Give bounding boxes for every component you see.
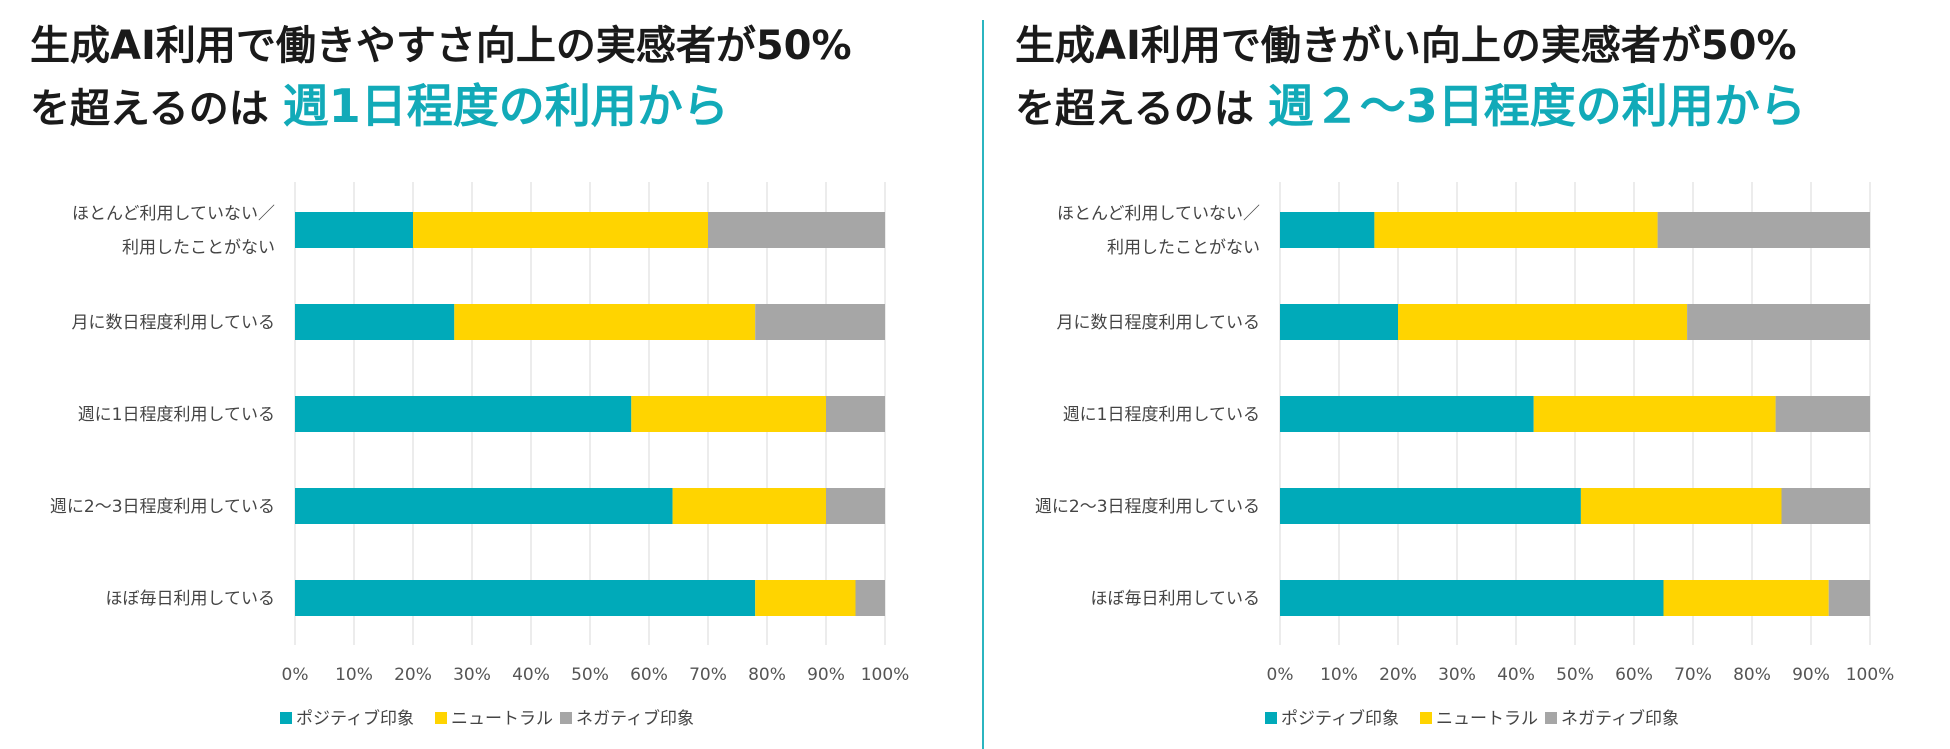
x-tick-label: 100% [1846,665,1895,685]
bar-segment-negative [826,396,885,432]
category-label: 週に2〜3日程度利用している [1035,497,1260,517]
bar-segment-negative [826,488,885,524]
legend-label: ポジティブ印象 [296,708,414,729]
chart-title: 生成AI利用で働きやすさ向上の実感者が50% を超えるのは 週1日程度の利用から [30,16,852,139]
bar-segment-positive [1280,396,1534,432]
bar-segment-positive [295,580,756,616]
x-tick-label: 70% [1674,665,1712,685]
bar-segment-negative [1775,396,1870,432]
legend-label: ネガティブ印象 [1561,708,1679,729]
bar-segment-neutral [631,396,826,432]
x-tick-label: 0% [1267,665,1294,685]
legend-swatch-neutral [1420,712,1432,724]
x-tick-label: 90% [1792,665,1830,685]
title-line2: を超えるのは 週1日程度の利用から [30,76,852,139]
category-label: 月に数日程度利用している [1057,313,1261,333]
bar-segment-negative [1657,212,1870,248]
x-tick-label: 70% [689,665,727,685]
legend-label: ポジティブ印象 [1281,708,1399,729]
bar-segment-positive [1280,580,1664,616]
bar-segment-neutral [1374,212,1658,248]
bar-segment-negative [1781,488,1870,524]
bar-segment-neutral [755,580,856,616]
bar-segment-negative [855,580,885,616]
category-label: ほとんど利用していない／利用したことがない [72,204,275,258]
category-label: ほぼ毎日利用している [106,589,276,609]
bar-segment-positive [295,396,632,432]
x-tick-label: 0% [282,665,309,685]
x-tick-label: 30% [1438,665,1476,685]
bar-segment-positive [1280,304,1398,340]
x-tick-label: 50% [571,665,609,685]
x-tick-label: 20% [394,665,432,685]
x-tick-label: 30% [453,665,491,685]
legend-label: ネガティブ印象 [576,708,694,729]
title-line2-prefix: を超えるのは [1015,86,1254,132]
bar-segment-neutral [454,304,756,340]
bar-segment-neutral [672,488,826,524]
bar-segment-negative [1687,304,1870,340]
title-line1: 生成AI利用で働きやすさ向上の実感者が50% [30,23,852,69]
category-label: 週に1日程度利用している [78,405,275,425]
category-label: 週に2〜3日程度利用している [50,497,275,517]
chart-panel-right: 生成AI利用で働きがい向上の実感者が50% を超えるのは 週２〜3日程度の利用か… [985,0,1950,749]
legend-swatch-positive [280,712,292,724]
title-line1: 生成AI利用で働きがい向上の実感者が50% [1015,23,1797,69]
x-tick-label: 40% [512,665,550,685]
bar-segment-negative [708,212,885,248]
legend-label: ニュートラル [1436,709,1538,729]
bar-segment-neutral [1533,396,1776,432]
x-tick-label: 90% [807,665,845,685]
bar-segment-neutral [1398,304,1688,340]
bar-segment-positive [295,212,413,248]
bar-segment-negative [755,304,885,340]
stacked-bar-chart: 0% 10% 20% 30% 40% 50% 60% 70% 80% 90% 100% ほとんど利用し… [1035,182,1895,729]
x-tick-label: 80% [1733,665,1771,685]
x-tick-label: 20% [1379,665,1417,685]
legend-swatch-negative [1545,712,1557,724]
stacked-bar-chart: 0% 10% 20% 30% 40% 50% 60% 70% 80% 90% 100% ほとんど利用し… [50,182,910,729]
panel-divider [982,20,984,749]
category-label: 月に数日程度利用している [72,313,276,333]
title-highlight: 週２〜3日程度の利用から [1267,79,1806,133]
x-tick-label: 100% [861,665,910,685]
x-tick-label: 60% [630,665,668,685]
x-tick-label: 50% [1556,665,1594,685]
bar-segment-neutral [1663,580,1829,616]
chart-panel-left: 生成AI利用で働きやすさ向上の実感者が50% を超えるのは 週1日程度の利用から… [30,16,910,729]
x-tick-label: 10% [1320,665,1358,685]
x-tick-label: 80% [748,665,786,685]
bar-segment-neutral [1580,488,1782,524]
legend-swatch-negative [560,712,572,724]
bar-segment-negative [1828,580,1870,616]
x-tick-label: 10% [335,665,373,685]
legend-swatch-positive [1265,712,1277,724]
chart-title: 生成AI利用で働きがい向上の実感者が50% を超えるのは 週２〜3日程度の利用か… [1015,16,1806,139]
bar-segment-neutral [413,212,708,248]
legend-swatch-neutral [435,712,447,724]
category-label: ほぼ毎日利用している [1091,589,1261,609]
bar-segment-positive [295,488,673,524]
title-highlight: 週1日程度の利用から [282,79,729,133]
title-line2: を超えるのは 週２〜3日程度の利用から [1015,76,1806,139]
x-tick-label: 40% [1497,665,1535,685]
legend-label: ニュートラル [451,709,553,729]
x-tick-label: 60% [1615,665,1653,685]
category-label: ほとんど利用していない／利用したことがない [1057,204,1260,258]
bar-segment-positive [1280,212,1375,248]
bar-segment-positive [1280,488,1581,524]
category-label: 週に1日程度利用している [1063,405,1260,425]
title-line2-prefix: を超えるのは [30,86,269,132]
bar-segment-positive [295,304,455,340]
